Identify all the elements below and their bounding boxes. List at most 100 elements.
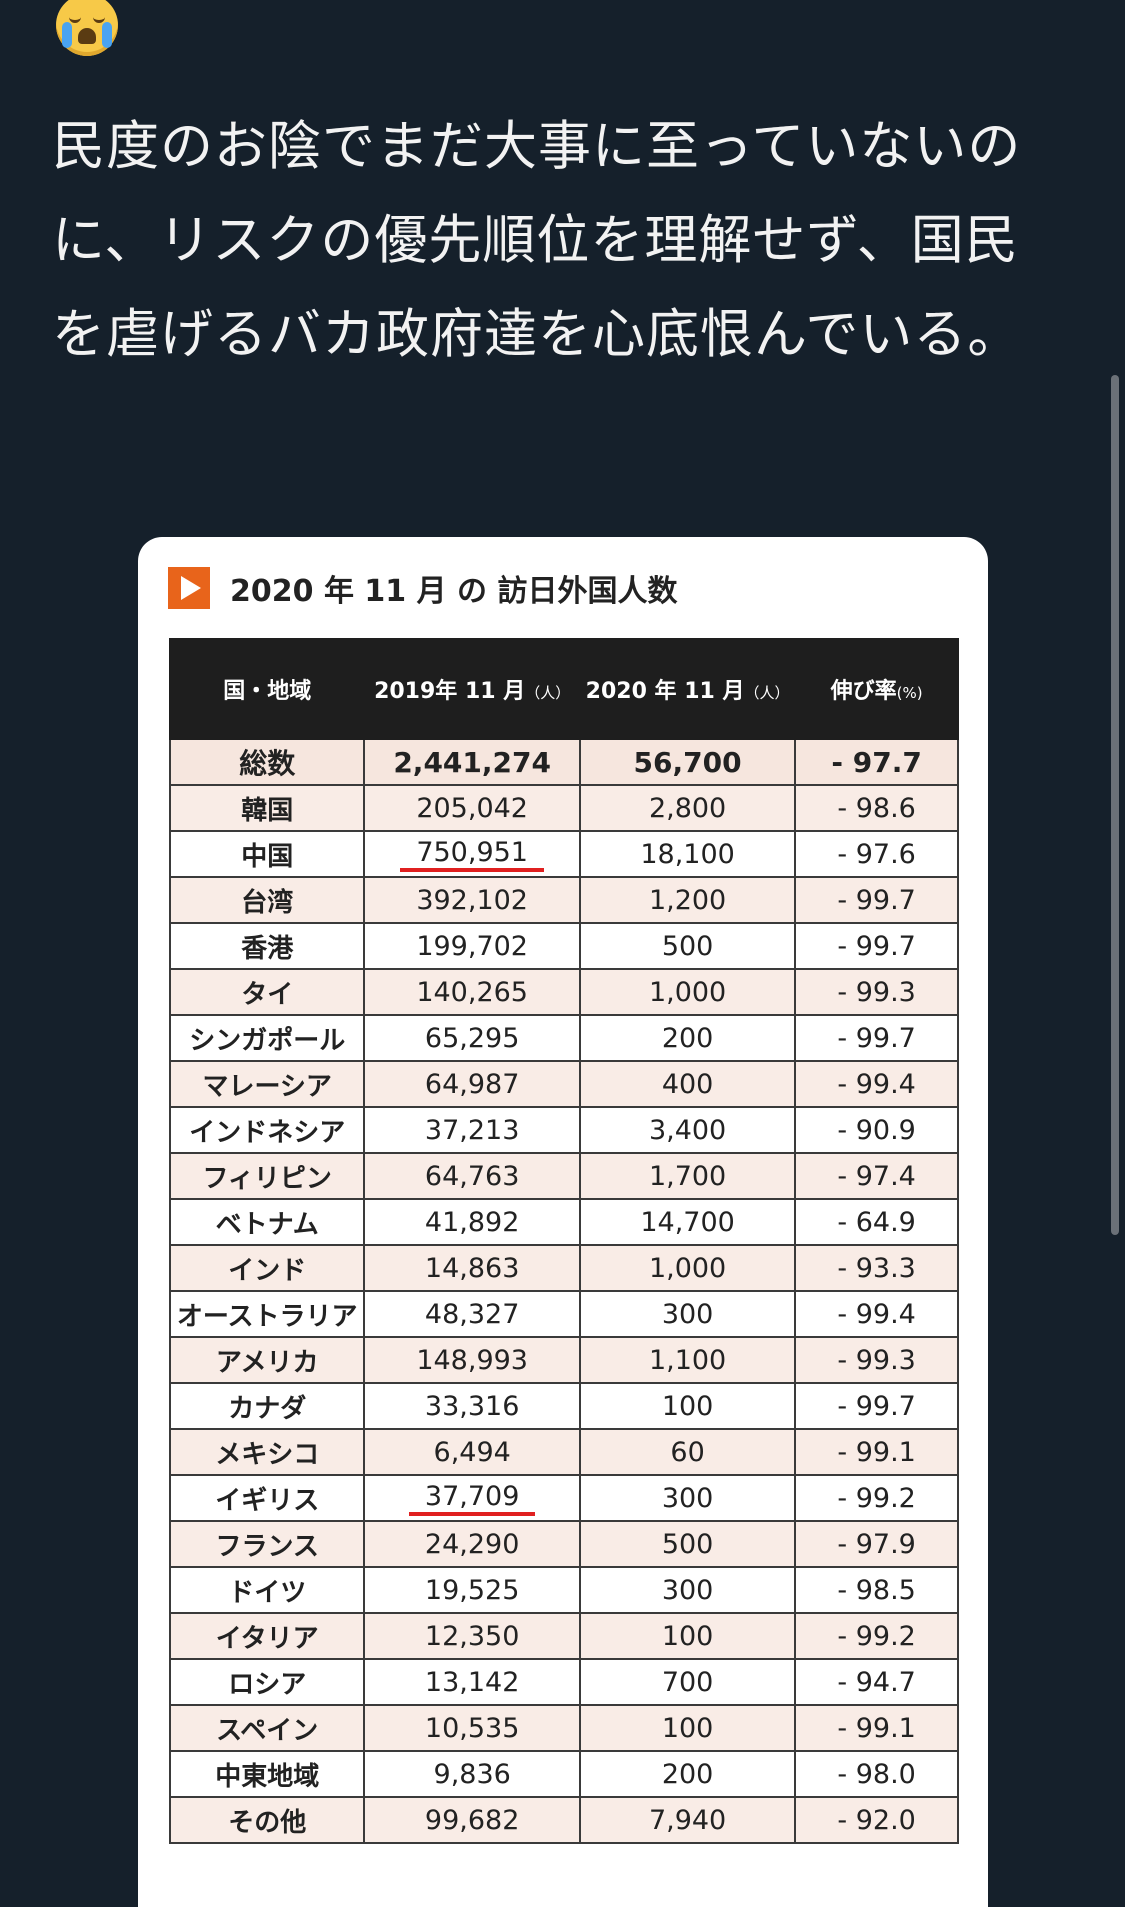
table-row: ロシア 13,142 700- 94.7 — [168, 1658, 959, 1706]
cell-country: アメリカ — [168, 1336, 366, 1384]
cell-rate: - 99.1 — [794, 1704, 959, 1752]
table-row: フランス 24,290 500- 97.9 — [168, 1520, 959, 1568]
table-row: シンガポール 65,295 200- 99.7 — [168, 1014, 959, 1062]
header-label: 2019年 11 月 — [374, 679, 526, 704]
cell-y2020: 18,100 — [578, 830, 797, 878]
cell-y2019: 12,350 — [363, 1612, 581, 1660]
cell-country: 香港 — [168, 922, 366, 970]
cell-rate: - 99.7 — [794, 1382, 959, 1430]
cell-country: フィリピン — [168, 1152, 366, 1200]
cell-y2020: 60 — [578, 1428, 797, 1476]
cell-y2019: 65,295 — [363, 1014, 581, 1062]
table-header-row: 国・地域 2019年 11 月（人） 2020 年 11 月 （人） 伸び率(%) — [168, 638, 959, 740]
cell-country: その他 — [168, 1796, 366, 1844]
cell-country: ロシア — [168, 1658, 366, 1706]
cell-y2020: 100 — [578, 1382, 797, 1430]
table-row: イギリス 37,709 300- 99.2 — [168, 1474, 959, 1522]
table-row: カナダ 33,316 100- 99.7 — [168, 1382, 959, 1430]
cell-y2019: 48,327 — [363, 1290, 581, 1338]
cell-rate: - 99.3 — [794, 1336, 959, 1384]
cell-y2020: 300 — [578, 1474, 797, 1522]
cell-country: ドイツ — [168, 1566, 366, 1614]
card-title: 2020 年 11 月 の 訪日外国人数 — [168, 566, 677, 610]
cell-y2020: 1,100 — [578, 1336, 797, 1384]
table-row: 中東地域 9,836 200- 98.0 — [168, 1750, 959, 1798]
cell-country: 韓国 — [168, 784, 366, 832]
table-row: アメリカ 148,993 1,100- 99.3 — [168, 1336, 959, 1384]
cell-country: スペイン — [168, 1704, 366, 1752]
table-header-cell: 2019年 11 月（人） — [363, 638, 581, 740]
header-unit: (%) — [896, 684, 923, 702]
cell-country: ベトナム — [168, 1198, 366, 1246]
cell-rate: - 98.5 — [794, 1566, 959, 1614]
cell-country: 台湾 — [168, 876, 366, 924]
cell-rate: - 97.6 — [794, 830, 959, 878]
cell-country: インド — [168, 1244, 366, 1292]
cell-y2019: 148,993 — [363, 1336, 581, 1384]
cell-y2020: 300 — [578, 1290, 797, 1338]
cell-country: フランス — [168, 1520, 366, 1568]
attached-image-card[interactable]: 2020 年 11 月 の 訪日外国人数 国・地域 2019年 11 月（人） 20… — [138, 537, 988, 1907]
table-row: その他 99,682 7,940- 92.0 — [168, 1796, 959, 1844]
table-row: 台湾 392,102 1,200- 99.7 — [168, 876, 959, 924]
cell-y2019: 199,702 — [363, 922, 581, 970]
cell-rate: - 98.0 — [794, 1750, 959, 1798]
cell-y2019: 24,290 — [363, 1520, 581, 1568]
cell-y2020: 100 — [578, 1612, 797, 1660]
red-underline-value: 750,951 — [400, 837, 544, 872]
cell-rate: - 99.4 — [794, 1290, 959, 1338]
cell-rate: - 97.9 — [794, 1520, 959, 1568]
cell-y2020: 500 — [578, 1520, 797, 1568]
cell-country: メキシコ — [168, 1428, 366, 1476]
table-header-cell: 国・地域 — [168, 638, 366, 740]
cell-country: 中東地域 — [168, 1750, 366, 1798]
red-underline-value: 37,709 — [408, 1481, 536, 1516]
table-row: マレーシア 64,987 400- 99.4 — [168, 1060, 959, 1108]
cell-y2020: 700 — [578, 1658, 797, 1706]
cell-rate: - 97.7 — [794, 738, 959, 786]
cell-rate: - 99.4 — [794, 1060, 959, 1108]
header-label: 2020 年 11 月 — [585, 679, 745, 704]
crying-face-icon — [52, 0, 122, 60]
cell-rate: - 92.0 — [794, 1796, 959, 1844]
cell-rate: - 97.4 — [794, 1152, 959, 1200]
cell-y2019: 10,535 — [363, 1704, 581, 1752]
cell-country: イタリア — [168, 1612, 366, 1660]
cell-y2019: 19,525 — [363, 1566, 581, 1614]
cell-country: 総数 — [168, 738, 366, 786]
cell-y2019: 14,863 — [363, 1244, 581, 1292]
cell-y2019: 37,709 — [363, 1474, 581, 1522]
cell-country: インドネシア — [168, 1106, 366, 1154]
table-row: 中国 750,951 18,100- 97.6 — [168, 830, 959, 878]
cell-y2019: 13,142 — [363, 1658, 581, 1706]
cell-country: オーストラリア — [168, 1290, 366, 1338]
header-label: 伸び率 — [830, 679, 897, 704]
header-unit: （人） — [525, 684, 571, 702]
cell-rate: - 99.7 — [794, 922, 959, 970]
table-header-cell: 伸び率(%) — [794, 638, 959, 740]
table-row: タイ 140,265 1,000- 99.3 — [168, 968, 959, 1016]
table-row: オーストラリア 48,327 300- 99.4 — [168, 1290, 959, 1338]
cell-country: カナダ — [168, 1382, 366, 1430]
cell-y2019: 140,265 — [363, 968, 581, 1016]
cell-y2020: 100 — [578, 1704, 797, 1752]
cell-rate: - 99.3 — [794, 968, 959, 1016]
cell-y2019: 205,042 — [363, 784, 581, 832]
cell-y2019: 64,987 — [363, 1060, 581, 1108]
cell-rate: - 90.9 — [794, 1106, 959, 1154]
table-row: インドネシア 37,213 3,400- 90.9 — [168, 1106, 959, 1154]
cell-rate: - 64.9 — [794, 1198, 959, 1246]
cell-y2020: 14,700 — [578, 1198, 797, 1246]
cell-y2019: 2,441,274 — [363, 738, 581, 786]
cell-rate: - 99.7 — [794, 1014, 959, 1062]
table-row: ベトナム 41,892 14,700- 64.9 — [168, 1198, 959, 1246]
header-label: 国・地域 — [223, 679, 312, 704]
table-row: 香港 199,702 500- 99.7 — [168, 922, 959, 970]
cell-y2019: 64,763 — [363, 1152, 581, 1200]
scrollbar[interactable] — [1111, 375, 1119, 1235]
cell-y2020: 200 — [578, 1014, 797, 1062]
cell-y2019: 99,682 — [363, 1796, 581, 1844]
cell-rate: - 99.2 — [794, 1612, 959, 1660]
table-row: イタリア 12,350 100- 99.2 — [168, 1612, 959, 1660]
cell-y2020: 300 — [578, 1566, 797, 1614]
